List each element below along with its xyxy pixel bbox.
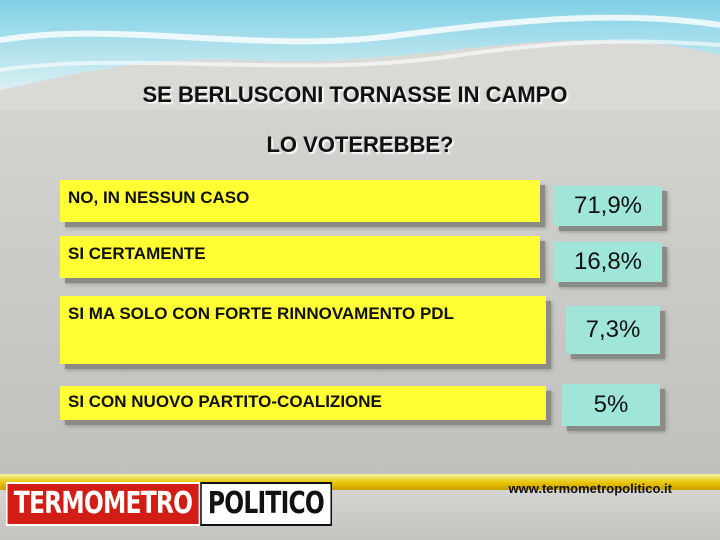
category-label-2: SI MA SOLO CON FORTE RINNOVAMENTO PDL <box>60 296 546 364</box>
category-label-0: NO, IN NESSUN CASO <box>60 180 540 222</box>
value-label-2: 7,3% <box>566 306 660 354</box>
chart-title-line1: SE BERLUSCONI TORNASSE IN CAMPO <box>142 82 568 107</box>
value-label-0: 71,9% <box>554 186 662 226</box>
chart-title-line2: LO VOTEREBBE? <box>266 132 454 157</box>
termometro-politico-logo: TERMOMETRO POLITICO <box>6 482 332 526</box>
logo-part-termometro: TERMOMETRO <box>6 482 201 526</box>
logo-part-politico: POLITICO <box>200 482 332 526</box>
site-url: www.termometropolitico.it <box>508 481 672 496</box>
category-label-1: SI CERTAMENTE <box>60 236 540 278</box>
top-wave-decoration <box>0 0 720 110</box>
category-label-3: SI CON NUOVO PARTITO-COALIZIONE <box>60 386 546 420</box>
value-label-1: 16,8% <box>554 242 662 282</box>
value-label-3: 5% <box>562 384 660 426</box>
